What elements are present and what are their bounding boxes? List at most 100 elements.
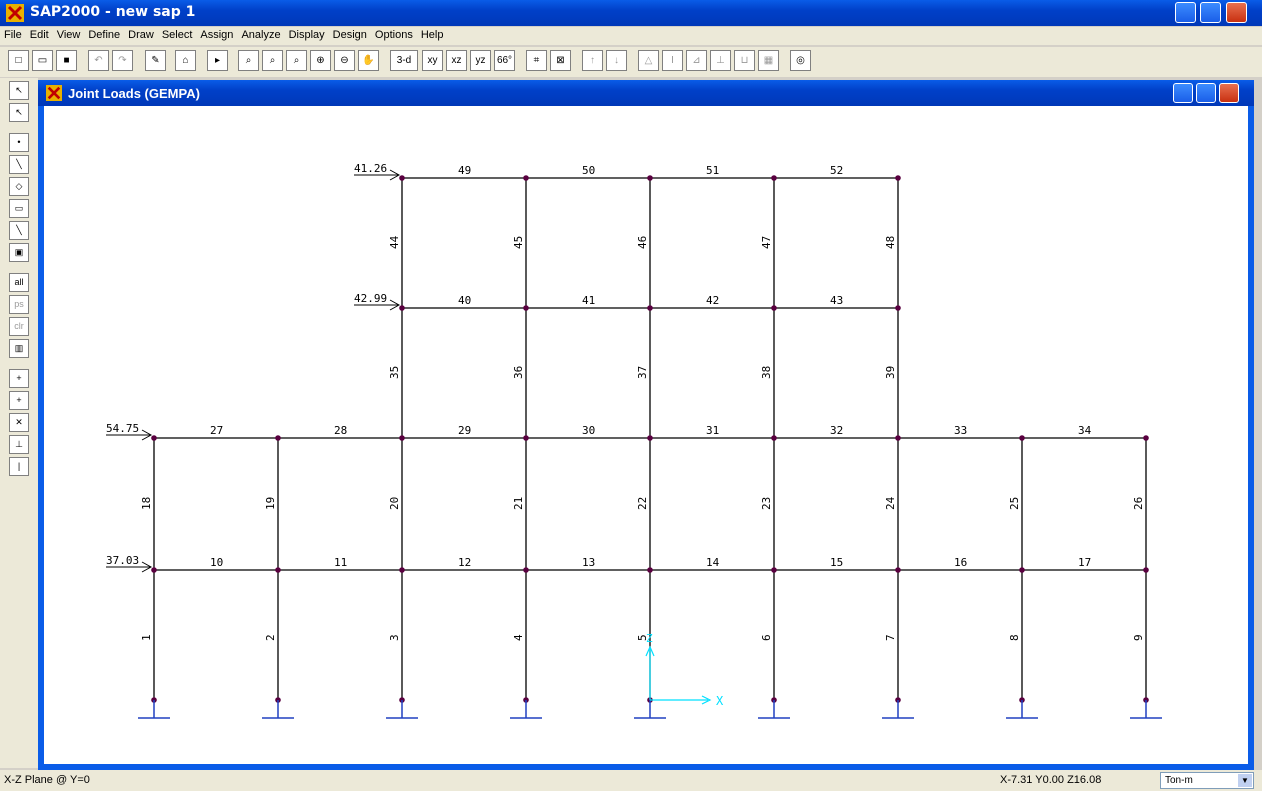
snap-line-icon[interactable]: |	[9, 457, 29, 476]
joint-point[interactable]	[275, 435, 281, 441]
lock-icon[interactable]: ⌂	[175, 50, 196, 71]
child-minimize-button[interactable]	[1173, 83, 1193, 103]
menu-define[interactable]: Define	[88, 29, 121, 41]
child-maximize-button[interactable]	[1196, 83, 1216, 103]
snap-joint-icon[interactable]: +	[9, 369, 29, 388]
draw-frame-icon[interactable]: ╲	[9, 155, 29, 174]
joint-point[interactable]	[1143, 435, 1149, 441]
move-down-icon[interactable]: ↓	[606, 50, 627, 71]
show-grid-icon[interactable]: ⊠	[550, 50, 571, 71]
menu-display[interactable]: Display	[288, 29, 325, 41]
close-button[interactable]	[1226, 2, 1247, 23]
zoom-full-icon[interactable]: ⌕	[286, 50, 307, 71]
menu-select[interactable]: Select	[161, 29, 193, 41]
joint-point[interactable]	[523, 567, 529, 573]
select-all-button[interactable]: all	[9, 273, 29, 292]
menu-analyze[interactable]: Analyze	[241, 29, 281, 41]
shape-beam-icon[interactable]: ⊔	[734, 50, 755, 71]
column-label: 3	[388, 634, 401, 641]
save-icon[interactable]: ■	[56, 50, 77, 71]
joint-point[interactable]	[523, 305, 529, 311]
joint-point[interactable]	[771, 305, 777, 311]
pencil-icon[interactable]: ✎	[145, 50, 166, 71]
shape-3d-icon[interactable]: ▦	[758, 50, 779, 71]
view-3d-button[interactable]: 3-d	[390, 50, 418, 71]
menu-help[interactable]: Help	[420, 29, 444, 41]
draw-rect-shell-icon[interactable]: ▭	[9, 199, 29, 218]
view-xy-button[interactable]: xy	[422, 50, 443, 71]
new-file-icon[interactable]: □	[8, 50, 29, 71]
menu-file[interactable]: File	[4, 29, 22, 41]
menu-edit[interactable]: Edit	[29, 29, 49, 41]
redo-icon[interactable]: ↷	[112, 50, 133, 71]
menu-design[interactable]: Design	[332, 29, 367, 41]
joint-point[interactable]	[399, 175, 405, 181]
joint-point[interactable]	[275, 567, 281, 573]
pan-icon[interactable]: ✋	[358, 50, 379, 71]
snap-intersection-icon[interactable]: ✕	[9, 413, 29, 432]
run-analysis-icon[interactable]: ▸	[207, 50, 228, 71]
joint-point[interactable]	[151, 435, 157, 441]
left-toolbar: ↖ ↖ • ╲ ◇ ▭ ╲ ▣ all ps clr ▥ + + ✕ ⊥ |	[0, 78, 38, 768]
minimize-button[interactable]	[1175, 2, 1196, 23]
menu-assign[interactable]: Assign	[200, 29, 234, 41]
shape-force-icon[interactable]: ⊥	[710, 50, 731, 71]
joint-point[interactable]	[771, 435, 777, 441]
joint-point[interactable]	[399, 435, 405, 441]
undo-icon[interactable]: ↶	[88, 50, 109, 71]
select-grid-icon[interactable]: ⌗	[526, 50, 547, 71]
load-arrow-head	[141, 429, 153, 441]
previous-selection-button[interactable]: ps	[9, 295, 29, 314]
draw-shell-icon[interactable]: ◇	[9, 177, 29, 196]
shape-triangle-icon[interactable]: △	[638, 50, 659, 71]
joint-point[interactable]	[895, 175, 901, 181]
draw-line-icon[interactable]: ╲	[9, 221, 29, 240]
pointer-icon[interactable]: ↖	[9, 81, 29, 100]
restore-button[interactable]	[1200, 2, 1221, 23]
menu-options[interactable]: Options	[374, 29, 413, 41]
shape-deformed-icon[interactable]: ⊿	[686, 50, 707, 71]
joint-point[interactable]	[771, 567, 777, 573]
joint-point[interactable]	[647, 305, 653, 311]
snap-midpoint-icon[interactable]: +	[9, 391, 29, 410]
joint-point[interactable]	[1019, 435, 1025, 441]
joint-point[interactable]	[1143, 567, 1149, 573]
zoom-in-icon[interactable]: ⊕	[310, 50, 331, 71]
zoom-restore-icon[interactable]: ⌕	[262, 50, 283, 71]
set-angle-button[interactable]: 66°	[494, 50, 515, 71]
view-yz-button[interactable]: yz	[470, 50, 491, 71]
child-close-button[interactable]	[1219, 83, 1239, 103]
frame-drawing[interactable]: 1 2 3 4 5 6 7 8 918 19 20 21 22 23 24 25 263544364537463…	[44, 106, 1248, 764]
joint-point[interactable]	[1019, 567, 1025, 573]
snap-perpendicular-icon[interactable]: ⊥	[9, 435, 29, 454]
draw-area-icon[interactable]: ▣	[9, 243, 29, 262]
units-dropdown[interactable]: Ton-m ▼	[1160, 772, 1254, 789]
clear-selection-button[interactable]: clr	[9, 317, 29, 336]
joint-point[interactable]	[151, 567, 157, 573]
zoom-window-icon[interactable]: ⌕	[238, 50, 259, 71]
joint-point[interactable]	[523, 435, 529, 441]
draw-joint-icon[interactable]: •	[9, 133, 29, 152]
menu-view[interactable]: View	[56, 29, 81, 41]
shape-i-icon[interactable]: I	[662, 50, 683, 71]
joint-point[interactable]	[399, 567, 405, 573]
reshape-pointer-icon[interactable]: ↖	[9, 103, 29, 122]
open-file-icon[interactable]: ▭	[32, 50, 53, 71]
joint-point[interactable]	[523, 175, 529, 181]
joint-point[interactable]	[895, 435, 901, 441]
move-up-icon[interactable]: ↑	[582, 50, 603, 71]
chevron-down-icon[interactable]: ▼	[1238, 774, 1252, 787]
joint-point[interactable]	[647, 567, 653, 573]
menu-draw[interactable]: Draw	[128, 29, 154, 41]
joint-point[interactable]	[647, 175, 653, 181]
joint-point[interactable]	[399, 305, 405, 311]
joint-point[interactable]	[895, 305, 901, 311]
model-canvas[interactable]: 1 2 3 4 5 6 7 8 9 18 19 20 21 22 23 24 25 26 35 44 36 45 37 46 3…	[44, 106, 1248, 764]
circle-icon[interactable]: ◎	[790, 50, 811, 71]
joint-point[interactable]	[895, 567, 901, 573]
view-xz-button[interactable]: xz	[446, 50, 467, 71]
intersect-icon[interactable]: ▥	[9, 339, 29, 358]
joint-point[interactable]	[771, 175, 777, 181]
joint-point[interactable]	[647, 435, 653, 441]
zoom-out-icon[interactable]: ⊖	[334, 50, 355, 71]
